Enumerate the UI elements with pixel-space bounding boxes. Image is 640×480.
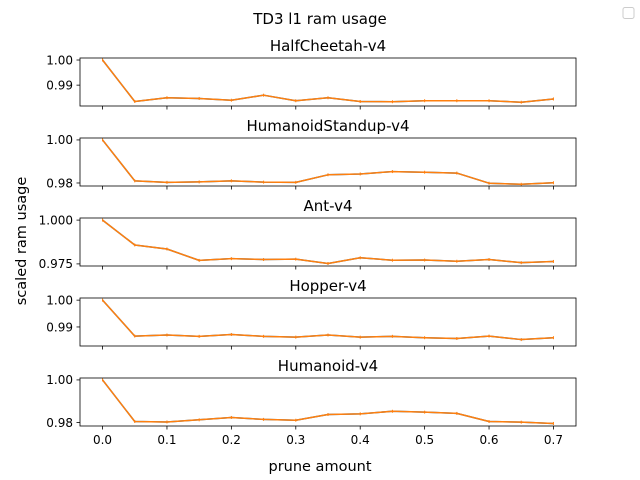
subplot-1: HalfCheetah-v4 1.00 0.99 (46, 37, 577, 110)
x-tick-label: 0.2 (222, 433, 241, 447)
x-tick-label: 0.0 (93, 433, 112, 447)
y-tick-label: 1.000 (39, 213, 73, 227)
y-tick-label: 1.00 (46, 293, 73, 307)
y-axis-label: scaled ram usage (14, 177, 30, 306)
axes-frame (79, 377, 577, 427)
subplot-3: Ant-v4 1.000 0.975 (39, 197, 577, 271)
axes-frame (79, 297, 577, 347)
subplots: HalfCheetah-v4 1.00 0.99 HumanoidStandup-v4… (39, 37, 577, 447)
y-tick-label: 0.975 (39, 257, 73, 271)
subplot-4: Hopper-v4 1.00 0.99 (46, 277, 577, 350)
y-tick-label: 1.00 (46, 53, 73, 67)
y-tick-label: 0.98 (46, 176, 73, 190)
y-tick-label: 1.00 (46, 133, 73, 147)
x-tick-label: 0.1 (157, 433, 176, 447)
axes-frame (79, 217, 577, 267)
x-tick-label: 0.7 (544, 433, 563, 447)
axes-frame (79, 57, 577, 107)
suptitle: TD3 l1 ram usage (252, 10, 387, 28)
axes-frame (79, 137, 577, 187)
subplot-2: HumanoidStandup-v4 1.00 0.98 (46, 117, 577, 190)
x-tick-label: 0.4 (351, 433, 370, 447)
subplot-title: Ant-v4 (303, 197, 352, 215)
subplot-title: HumanoidStandup-v4 (246, 117, 409, 135)
x-axis-label: prune amount (268, 459, 371, 475)
subplot-5: Humanoid-v4 1.00 0.98 0.0 0.1 0.2 0.3 0.4 0.5 0.6… (46, 357, 577, 447)
x-tick-label: 0.3 (286, 433, 305, 447)
x-tick-label: 0.5 (415, 433, 434, 447)
subplot-title: Hopper-v4 (289, 277, 366, 295)
y-tick-label: 1.00 (46, 373, 73, 387)
subplot-title: Humanoid-v4 (278, 357, 378, 375)
y-tick-label: 0.99 (46, 320, 73, 334)
y-tick-label: 0.98 (46, 416, 73, 430)
legend-box (622, 7, 635, 19)
y-tick-label: 0.99 (46, 78, 73, 92)
subplot-title: HalfCheetah-v4 (270, 37, 386, 55)
x-tick-label: 0.6 (479, 433, 498, 447)
